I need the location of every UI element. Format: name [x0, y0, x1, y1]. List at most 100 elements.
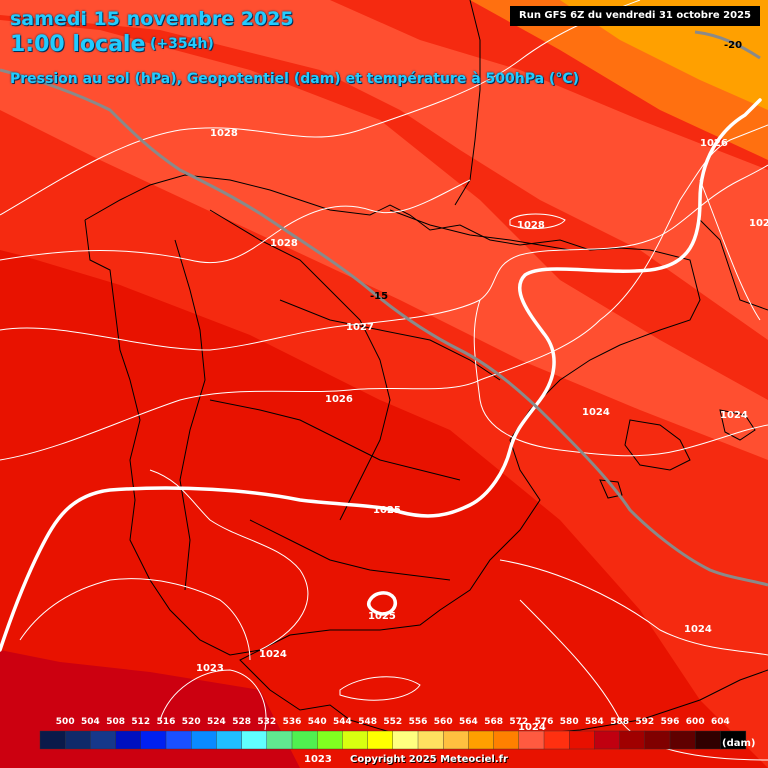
- isobar-label: 1024: [720, 410, 748, 421]
- legend-value: 576: [535, 717, 554, 727]
- isobar-1026-east: [699, 179, 761, 321]
- isobar-1026: [0, 124, 768, 461]
- isotherm-label: -15: [370, 291, 388, 302]
- region-border-3: [209, 399, 461, 481]
- legend-swatch: [367, 730, 394, 750]
- legend-swatch: [64, 730, 91, 750]
- legend-swatch: [165, 730, 192, 750]
- legend-swatch: [644, 730, 671, 750]
- legend-swatch: [443, 730, 469, 750]
- region-border-2: [279, 299, 501, 381]
- legend-value: 540: [308, 717, 327, 727]
- menorca-coast: [719, 409, 756, 441]
- forecast-date: samedi 15 novembre 2025: [10, 8, 294, 30]
- run-info: Run GFS 6Z du vendredi 31 octobre 2025: [510, 6, 760, 26]
- isobar-label: 1026: [325, 394, 353, 405]
- forecast-lead-time: (+354h): [150, 36, 214, 52]
- map-subtitle: Pression au sol (hPa), Geopotentiel (dam…: [10, 71, 579, 87]
- legend-value: 524: [207, 717, 226, 727]
- legend-value: 544: [333, 717, 352, 727]
- forecast-time: 1:00 locale: [10, 32, 146, 57]
- legend-value: 520: [182, 717, 201, 727]
- legend-value: 580: [560, 717, 579, 727]
- isobar-1024-closed: [339, 676, 421, 701]
- copyright: Copyright 2025 Meteociel.fr: [350, 754, 508, 765]
- legend-swatches: [39, 730, 747, 750]
- legend-swatch: [594, 730, 621, 750]
- portugal-border: [174, 239, 206, 591]
- legend-value: 512: [131, 717, 150, 727]
- isobar-label: 1028: [210, 128, 238, 139]
- legend-swatch: [392, 730, 419, 750]
- isobar-label: 1023: [196, 663, 224, 674]
- isobar-1028-closed: [509, 213, 566, 230]
- legend-swatch: [115, 730, 142, 750]
- isobar-1024-southeast: [499, 559, 768, 656]
- ibiza-coast: [599, 479, 623, 499]
- isobar-label: 1024: [684, 624, 712, 635]
- legend-swatch: [190, 730, 217, 750]
- legend-swatch: [140, 730, 167, 750]
- legend-swatch: [39, 730, 66, 750]
- french-coast: [454, 0, 481, 206]
- legend-values: 500 504 508 512 516 520 524 528 532 536 540 544 548 5…: [56, 717, 730, 727]
- legend-swatch: [493, 730, 520, 750]
- legend-swatch: [216, 730, 243, 750]
- legend-value: 596: [661, 717, 680, 727]
- legend-unit: (dam): [722, 738, 755, 749]
- legend-value: 560: [434, 717, 453, 727]
- region-border-1: [209, 209, 391, 521]
- portugal-coast: [84, 219, 261, 656]
- legend-value: 568: [484, 717, 503, 727]
- legend-swatch: [543, 730, 570, 750]
- mallorca-coast: [624, 419, 691, 471]
- legend-value: 504: [81, 717, 100, 727]
- isobar-1024-south: [149, 469, 309, 651]
- legend-value: 532: [257, 717, 276, 727]
- isobar-1023-southeast: [519, 599, 768, 761]
- band-576: [0, 0, 768, 460]
- legend-swatch: [619, 730, 646, 750]
- isobar-label: 1025: [373, 505, 401, 516]
- legend-value: 516: [157, 717, 176, 727]
- isobar-label: 1028: [517, 220, 545, 231]
- isobar-label: 1025: [368, 611, 396, 622]
- legend-swatch: [417, 730, 444, 750]
- legend-value: 552: [383, 717, 402, 727]
- legend-value: 556: [409, 717, 428, 727]
- isobar-1023-south: [159, 669, 267, 731]
- legend-swatch: [669, 730, 696, 750]
- french-border: [699, 219, 768, 311]
- legend-swatch: [291, 730, 318, 750]
- region-border-4: [249, 519, 451, 581]
- coastlines: [84, 0, 768, 741]
- legend-value: 600: [686, 717, 705, 727]
- legend-swatch: [342, 730, 369, 750]
- legend-value: 588: [610, 717, 629, 727]
- legend-value: 592: [635, 717, 654, 727]
- legend-value: 500: [56, 717, 75, 727]
- legend-value: 508: [106, 717, 125, 727]
- band-576-upper: [0, 0, 768, 340]
- isobar-label: 1024: [582, 407, 610, 418]
- isobar-1028-north: [0, 0, 641, 216]
- legend-value: 572: [509, 717, 528, 727]
- isobar-1023-west: [19, 578, 251, 661]
- legend-value: 548: [358, 717, 377, 727]
- legend-swatch: [720, 730, 747, 750]
- legend-value: 584: [585, 717, 604, 727]
- isobar-label: 1028: [270, 238, 298, 249]
- legend-value: 564: [459, 717, 478, 727]
- legend-swatch: [569, 730, 595, 750]
- isobar-1025-main: [0, 98, 762, 652]
- legend-value: 528: [232, 717, 251, 727]
- isobar-label: 1024: [259, 649, 287, 660]
- legend-swatch: [241, 730, 268, 750]
- isotherm-label: -20: [724, 40, 742, 51]
- iberia-coast: [84, 174, 701, 741]
- pyrenees-border: [389, 209, 571, 251]
- legend-swatch: [518, 730, 545, 750]
- legend-swatch: [266, 730, 293, 750]
